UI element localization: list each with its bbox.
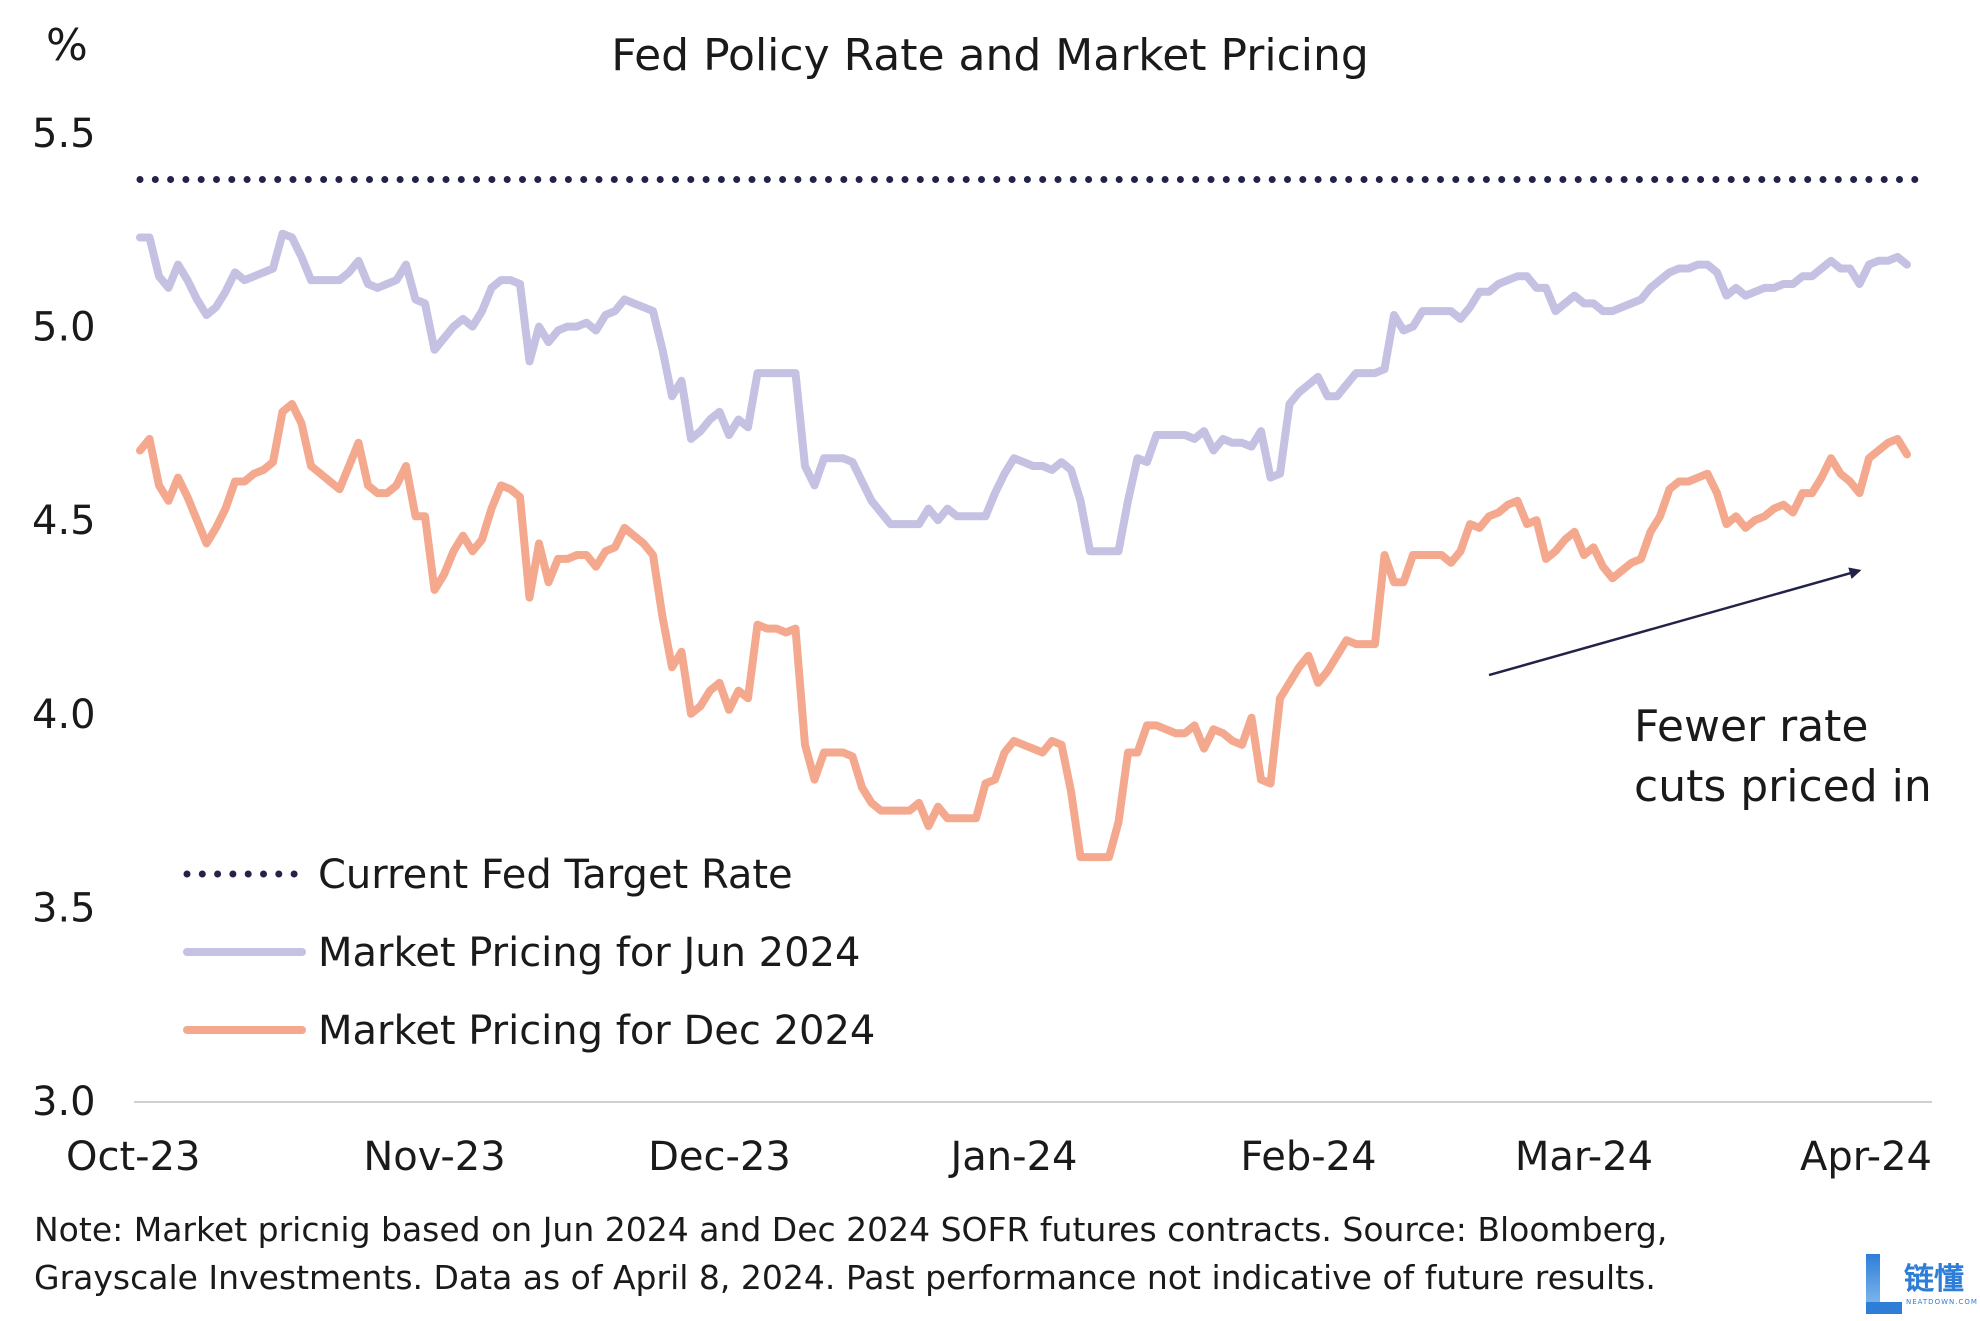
- x-tick-label: Feb-24: [1240, 1134, 1376, 1180]
- legend: Current Fed Target Rate Market Pricing fo…: [183, 852, 875, 1054]
- x-axis-ticks: Oct-23 Nov-23 Dec-23 Jan-24 Feb-24 Mar-24 Apr-…: [66, 1134, 1932, 1180]
- legend-label-1: Market Pricing for Jun 2024: [318, 930, 860, 976]
- watermark-logo: 链懂 NEATDOWN.COM: [1866, 1252, 1978, 1318]
- footnote-line-1: Note: Market pricnig based on Jun 2024 a…: [34, 1210, 1668, 1249]
- annotation: Fewer rate cuts priced in: [1488, 567, 1932, 812]
- annotation-arrow: [1488, 567, 1862, 677]
- x-tick-label: Dec-23: [648, 1134, 791, 1180]
- x-tick-label: Nov-23: [363, 1134, 505, 1180]
- watermark-bar-icon: [1866, 1254, 1880, 1314]
- watermark-foot-icon: [1866, 1302, 1902, 1314]
- footnote-line-2: Grayscale Investments. Data as of April …: [34, 1258, 1656, 1297]
- series-line-2: [136, 400, 1911, 862]
- footnote: Note: Market pricnig based on Jun 2024 a…: [34, 1206, 1874, 1302]
- y-tick-label: 3.5: [32, 885, 96, 931]
- legend-label-0: Current Fed Target Rate: [318, 852, 793, 898]
- x-tick-label: Jan-24: [948, 1134, 1078, 1180]
- x-tick-label: Oct-23: [66, 1134, 201, 1180]
- y-tick-label: 4.5: [32, 498, 96, 544]
- y-axis-ticks: 3.0 3.5 4.0 4.5 5.0 5.5: [32, 111, 96, 1125]
- x-tick-label: Apr-24: [1800, 1134, 1932, 1180]
- watermark-text: 链懂: [1904, 1262, 1964, 1297]
- y-tick-label: 3.0: [32, 1079, 96, 1125]
- annotation-text-line: cuts priced in: [1634, 761, 1932, 812]
- series-line-1: [136, 229, 1911, 556]
- y-tick-label: 5.5: [32, 111, 96, 157]
- chart-title: Fed Policy Rate and Market Pricing: [611, 30, 1369, 81]
- series-layer: [136, 176, 1930, 862]
- watermark-subtext: NEATDOWN.COM: [1906, 1298, 1978, 1306]
- x-tick-label: Mar-24: [1515, 1134, 1653, 1180]
- y-tick-label: 5.0: [32, 305, 96, 351]
- legend-label-2: Market Pricing for Dec 2024: [318, 1008, 875, 1054]
- y-tick-label: 4.0: [32, 692, 96, 738]
- y-axis-unit: %: [46, 20, 88, 71]
- annotation-text-line: Fewer rate: [1634, 701, 1868, 752]
